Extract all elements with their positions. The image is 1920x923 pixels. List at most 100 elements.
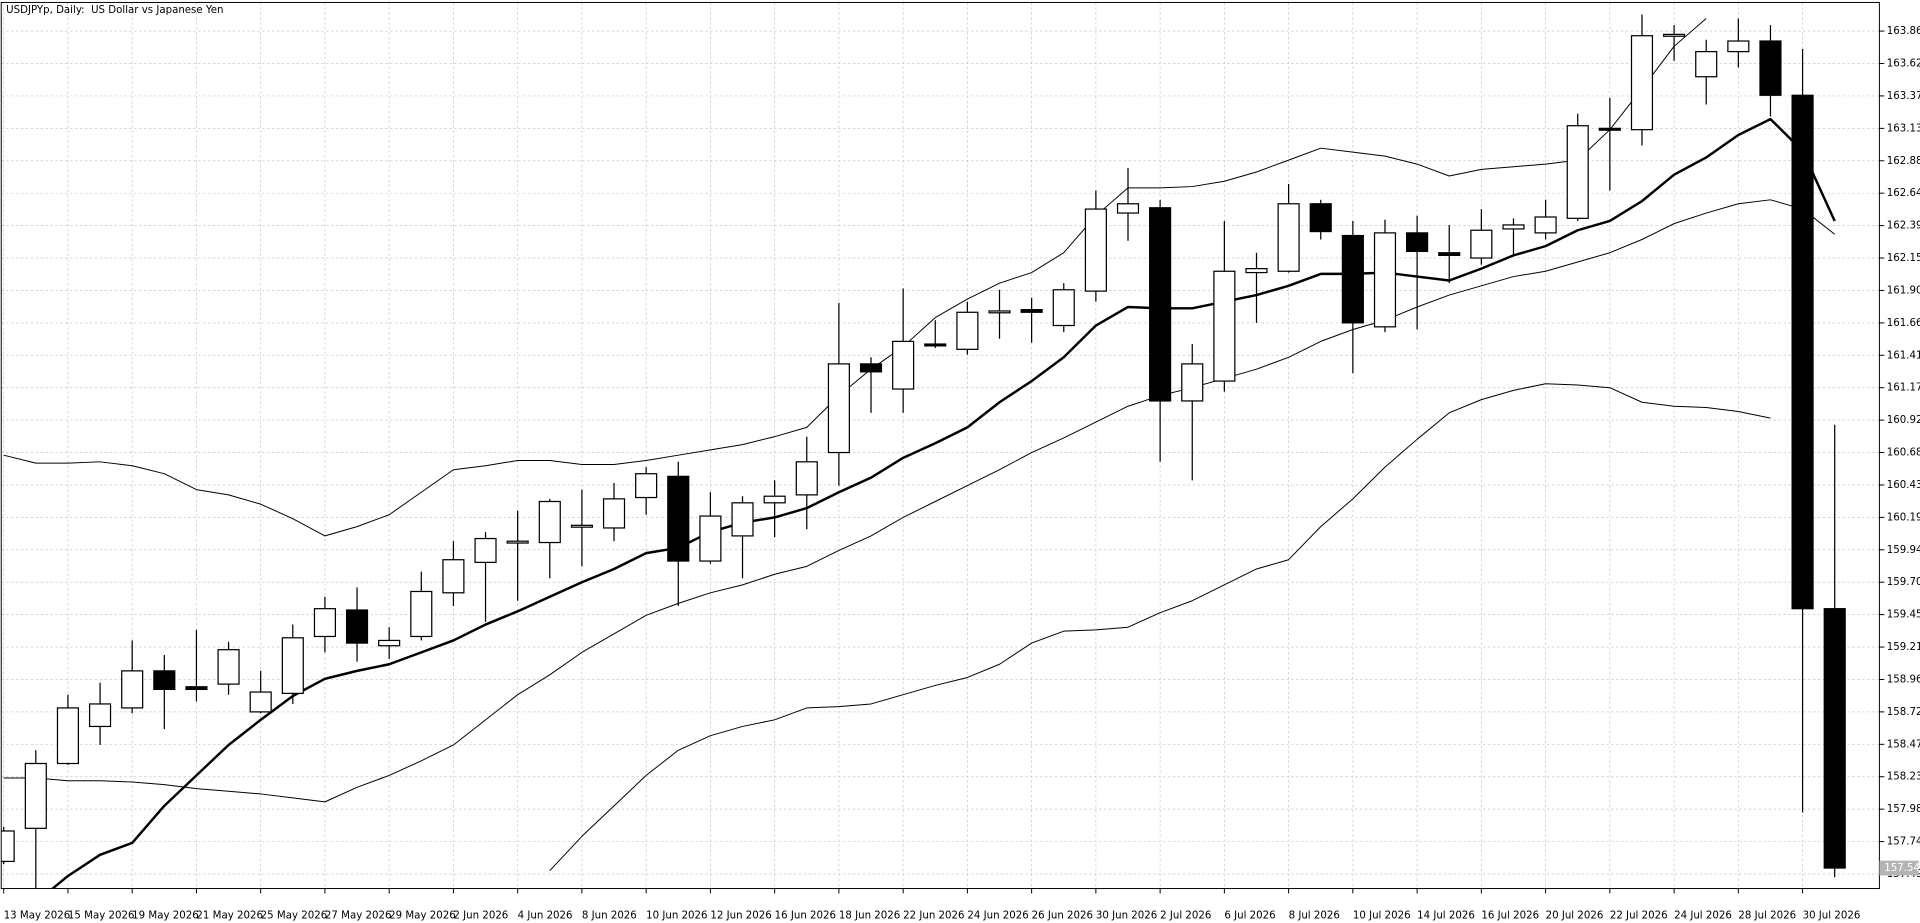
- candle-body: [1695, 50, 1718, 78]
- plot-area: [1, 14, 1846, 889]
- candle-body: [731, 502, 754, 537]
- x-tick-label: 24 Jun 2026: [967, 911, 1028, 922]
- x-tick-label: 18 Jun 2026: [839, 911, 900, 922]
- x-tick-label: 12 Jun 2026: [710, 911, 771, 922]
- candle-body: [249, 691, 272, 713]
- y-tick-label: 162.640: [1887, 188, 1920, 199]
- y-tick-label: 163.130: [1887, 123, 1920, 134]
- indicator-line: [3, 199, 1836, 803]
- y-tick-label: 161.415: [1887, 350, 1920, 361]
- candle-body: [1020, 309, 1043, 313]
- x-tick-label: 19 May 2026: [132, 911, 199, 922]
- candle-body: [1084, 208, 1107, 292]
- x-tick-label: 20 Jul 2026: [1546, 911, 1604, 922]
- candle-body: [892, 340, 915, 390]
- y-tick-label: 159.945: [1887, 545, 1920, 556]
- axes: 157.495157.740157.985158.230158.475158.7…: [3, 26, 1920, 922]
- x-tick-label: 4 Jun 2026: [518, 911, 573, 922]
- price-label-box: [1879, 860, 1919, 876]
- y-tick-label: 160.435: [1887, 480, 1920, 491]
- candle-body: [1181, 363, 1204, 402]
- candle-body: [474, 537, 497, 563]
- chart-title: USDJPYp, Daily: US Dollar vs Japanese Ye…: [6, 5, 223, 16]
- y-tick-label: 158.720: [1887, 707, 1920, 718]
- candle-body: [313, 608, 337, 638]
- indicator-line: [3, 18, 1707, 537]
- candle-body: [121, 670, 144, 709]
- candle-body: [667, 475, 690, 562]
- candle-body: [1534, 216, 1557, 234]
- candle-body: [1438, 252, 1461, 256]
- y-tick-label: 162.885: [1887, 156, 1920, 167]
- plot-frame: [0, 1, 1880, 890]
- y-tick-label: 161.905: [1887, 285, 1920, 296]
- candle-body: [1502, 224, 1525, 230]
- candle-body: [281, 637, 304, 694]
- y-tick-label: 157.985: [1887, 804, 1920, 815]
- y-tick-label: 158.230: [1887, 772, 1920, 783]
- x-tick-label: 15 May 2026: [68, 911, 135, 922]
- candle-body: [378, 639, 401, 647]
- candle-body: [827, 363, 850, 454]
- y-tick-label: 158.475: [1887, 739, 1920, 750]
- candle-body: [1727, 40, 1750, 53]
- candle-body: [763, 495, 786, 504]
- candle-body: [24, 762, 47, 829]
- x-tick-label: 2 Jun 2026: [453, 911, 508, 922]
- candle-body: [56, 707, 80, 765]
- y-tick-label: 160.925: [1887, 415, 1920, 426]
- y-tick-label: 162.395: [1887, 221, 1920, 232]
- candle-body: [217, 649, 240, 685]
- x-tick-label: 10 Jul 2026: [1353, 911, 1411, 922]
- y-tick-label: 163.620: [1887, 59, 1920, 70]
- x-tick-label: 29 May 2026: [389, 911, 456, 922]
- candle-body: [442, 559, 465, 594]
- x-tick-label: 21 May 2026: [196, 911, 263, 922]
- candle-body: [153, 670, 176, 691]
- y-tick-label: 161.660: [1887, 318, 1920, 329]
- x-tick-label: 30 Jun 2026: [1096, 911, 1157, 922]
- x-tick-label: 22 Jul 2026: [1610, 911, 1668, 922]
- candle-body: [185, 686, 208, 691]
- candle-body: [1566, 125, 1589, 219]
- y-tick-label: 159.700: [1887, 577, 1920, 588]
- x-tick-label: 6 Jul 2026: [1224, 911, 1275, 922]
- x-tick-label: 26 Jun 2026: [1032, 911, 1093, 922]
- candle-body: [1663, 33, 1686, 37]
- x-tick-label: 8 Jul 2026: [1289, 911, 1340, 922]
- y-tick-label: 163.865: [1887, 26, 1920, 37]
- candle-body: [1052, 289, 1075, 327]
- candle-body: [924, 343, 947, 347]
- price-label: 157.540: [1884, 863, 1920, 874]
- candle-body: [635, 473, 658, 499]
- x-tick-label: 16 Jun 2026: [775, 911, 836, 922]
- candle-body: [506, 540, 529, 544]
- candle-body: [1373, 232, 1397, 328]
- x-tick-label: 16 Jul 2026: [1481, 911, 1539, 922]
- x-tick-label: 30 Jul 2026: [1803, 911, 1861, 922]
- candle-body: [1598, 127, 1621, 131]
- y-tick-label: 160.190: [1887, 512, 1920, 523]
- candle-body: [1116, 203, 1140, 214]
- candle-body: [602, 498, 626, 529]
- candle-body: [1277, 203, 1300, 272]
- candle-body: [1759, 40, 1782, 96]
- candle-body: [1823, 608, 1846, 869]
- y-tick-label: 157.740: [1887, 837, 1920, 848]
- x-tick-label: 8 Jun 2026: [582, 911, 637, 922]
- x-tick-label: 2 Jul 2026: [1160, 911, 1211, 922]
- y-tick-label: 162.150: [1887, 253, 1920, 264]
- x-tick-label: 13 May 2026: [4, 911, 71, 922]
- y-tick-label: 163.375: [1887, 91, 1920, 102]
- candle-body: [1213, 270, 1236, 382]
- candle-body: [410, 590, 433, 638]
- candle-body: [1630, 35, 1654, 131]
- candle-body: [1, 830, 15, 863]
- candle-body: [1309, 203, 1332, 233]
- y-tick-label: 160.680: [1887, 448, 1920, 459]
- candle-body: [795, 461, 818, 496]
- candle-body: [1470, 229, 1493, 259]
